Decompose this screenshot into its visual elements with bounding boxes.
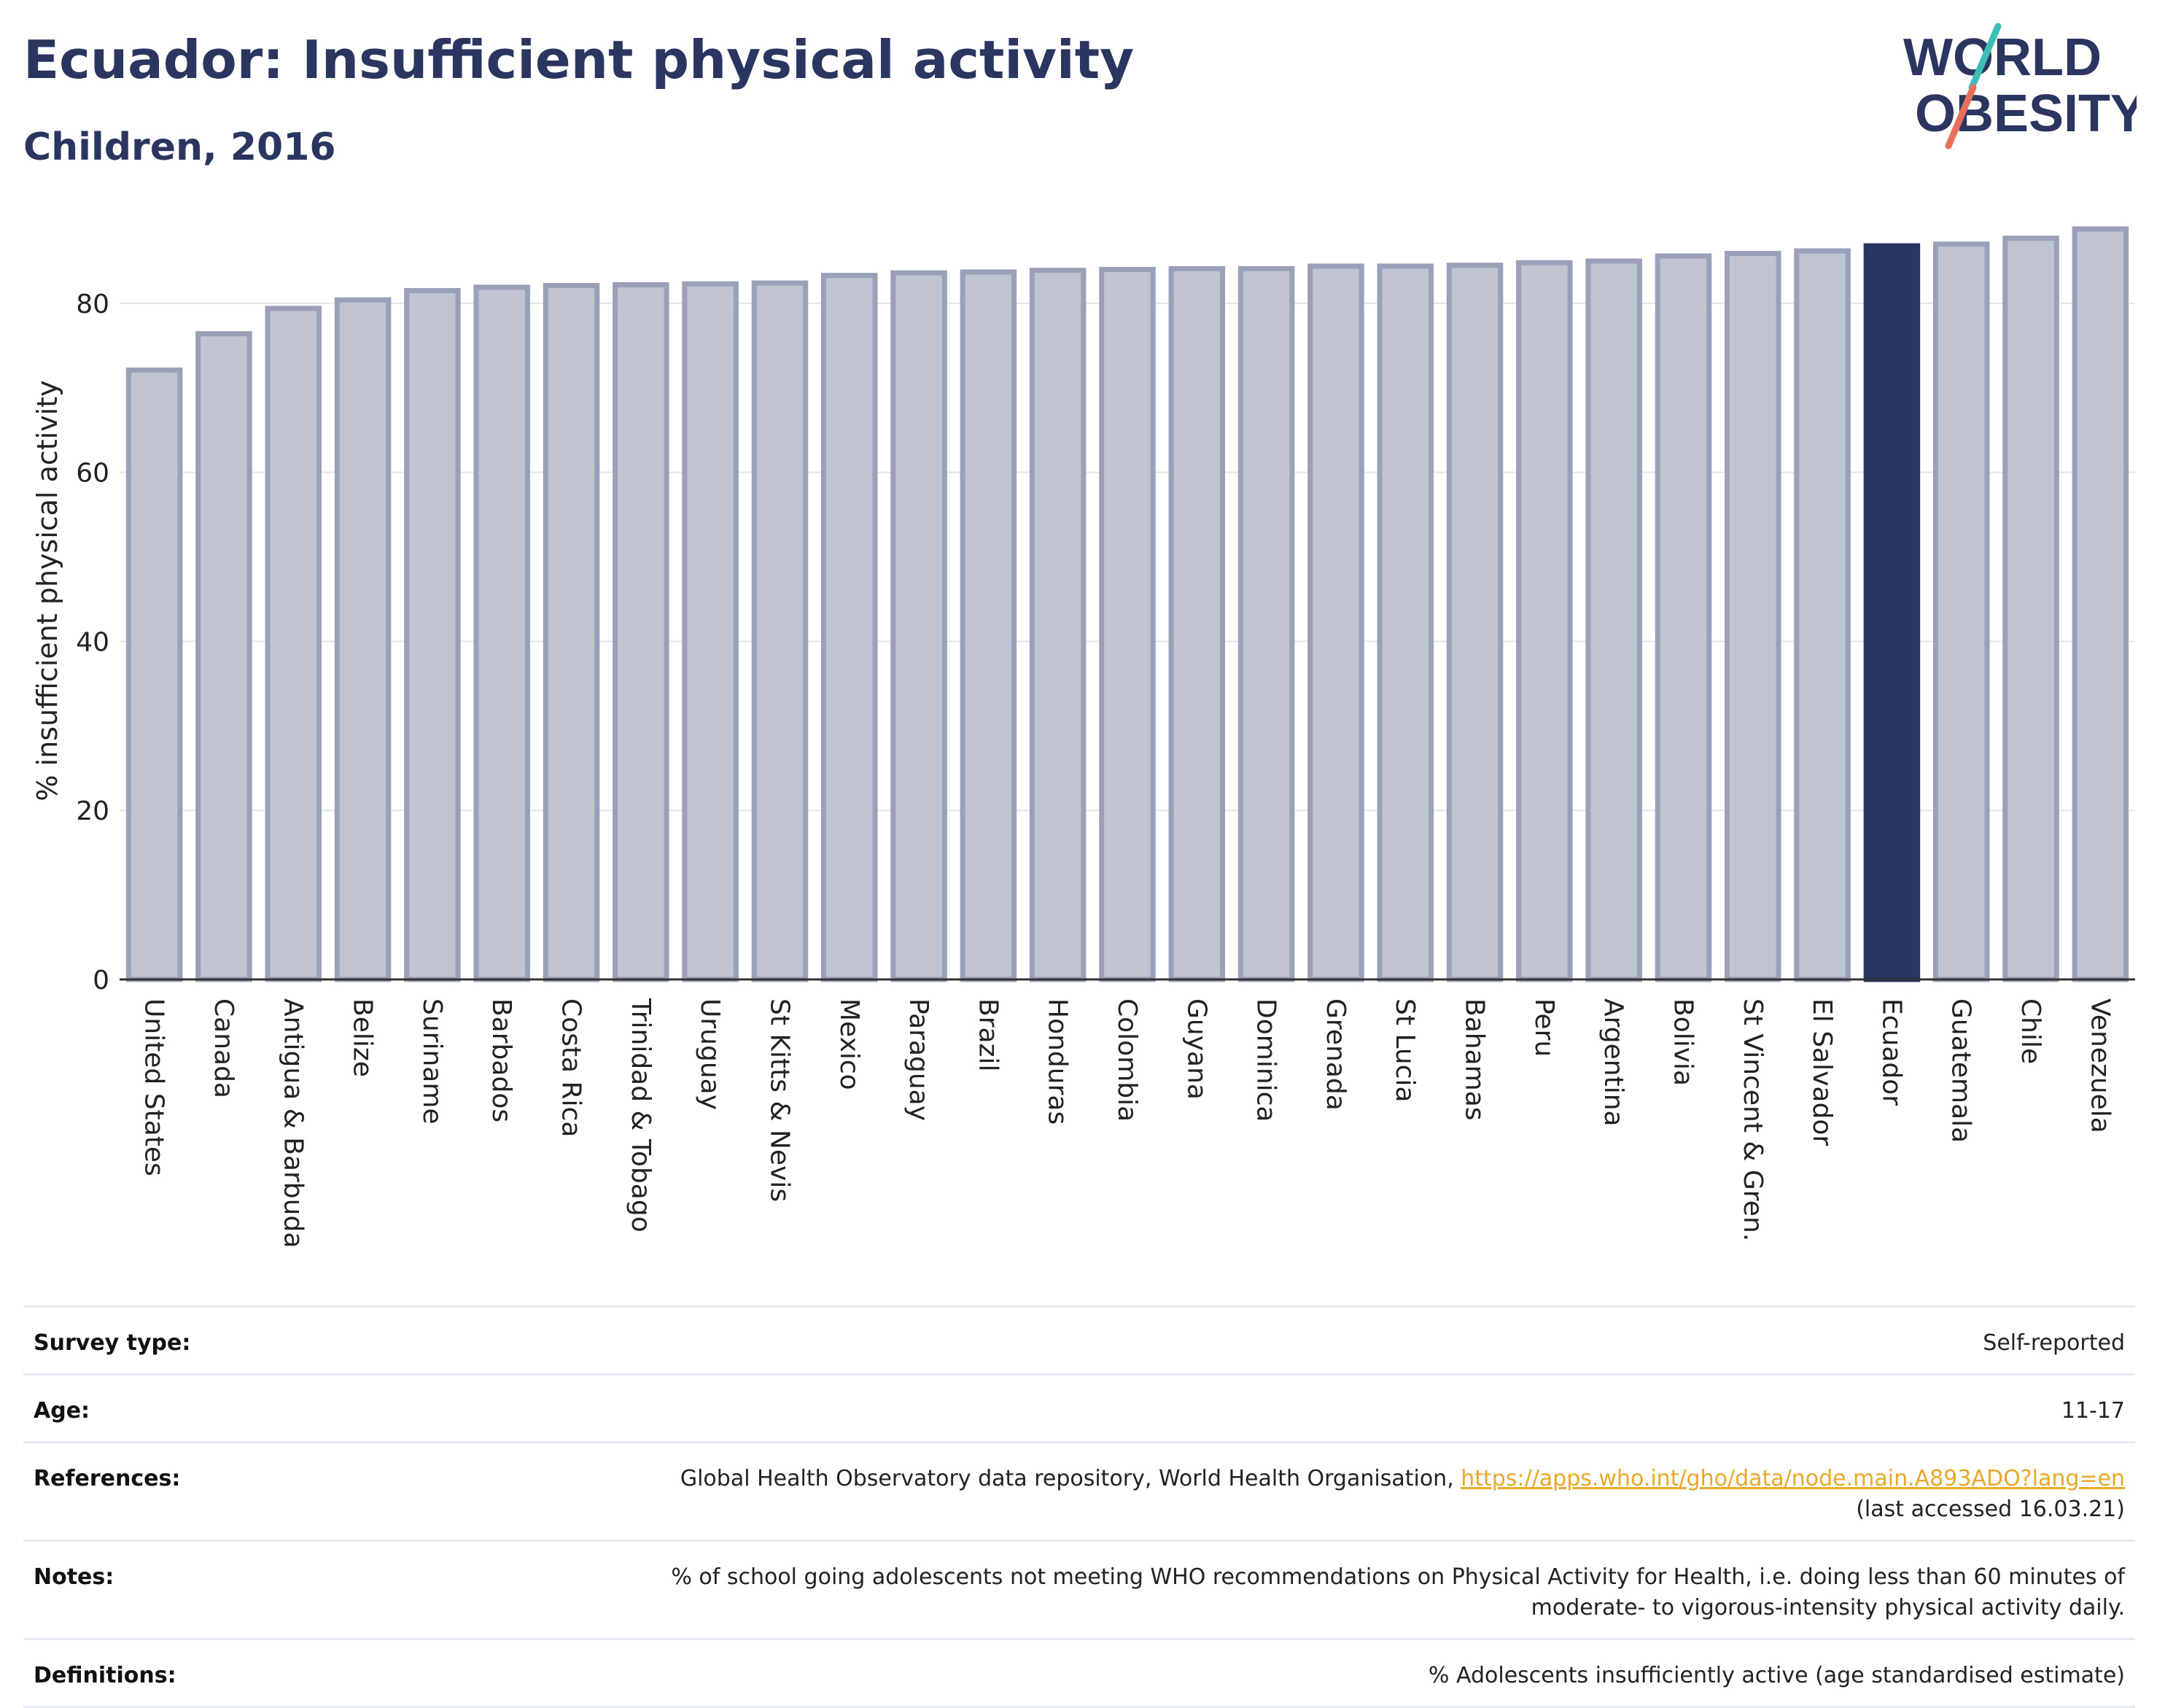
y-axis-label: % insufficient physical activity bbox=[31, 380, 63, 801]
x-tick-label: Mexico bbox=[834, 998, 864, 1090]
chart-title: Ecuador: Insufficient physical activity bbox=[23, 29, 1135, 90]
x-tick-label: St Kitts & Nevis bbox=[764, 998, 794, 1202]
x-tick-label: Venezuela bbox=[2085, 998, 2115, 1133]
bar-guatemala bbox=[1932, 241, 1990, 982]
bar-honduras bbox=[1029, 268, 1087, 982]
y-tick-label: 80 bbox=[76, 290, 109, 319]
x-tick-label: Costa Rica bbox=[556, 998, 586, 1137]
y-tick-label: 60 bbox=[76, 459, 109, 489]
y-tick-label: 0 bbox=[93, 966, 109, 995]
bar-belize bbox=[334, 297, 392, 982]
info-row-age: Age: 11-17 bbox=[23, 1375, 2135, 1443]
info-table: Survey type: Self-reported Age: 11-17 Re… bbox=[23, 1305, 2135, 1708]
definitions-label: Definitions: bbox=[34, 1663, 176, 1688]
logo-slash-teal bbox=[1968, 23, 2002, 91]
bar-chile bbox=[2002, 236, 2059, 982]
x-tick-label: St Lucia bbox=[1390, 998, 1420, 1103]
bar-united-states bbox=[125, 367, 183, 982]
bar-bahamas bbox=[1446, 263, 1504, 982]
x-tick-label: Dominica bbox=[1251, 998, 1281, 1122]
logo-slash-coral bbox=[1945, 84, 1977, 150]
bar-argentina bbox=[1585, 258, 1642, 982]
bar-st-lucia bbox=[1377, 263, 1434, 982]
bar-mexico bbox=[820, 273, 878, 982]
info-row-survey-type: Survey type: Self-reported bbox=[23, 1308, 2135, 1375]
x-tick-label: Suriname bbox=[417, 998, 447, 1125]
bar-ecuador bbox=[1863, 243, 1921, 982]
x-tick-label: El Salvador bbox=[1807, 998, 1837, 1146]
x-tick-label: United States bbox=[139, 998, 169, 1176]
bar-dominica bbox=[1237, 265, 1295, 982]
bar-barbados bbox=[473, 284, 530, 982]
axes: 0 20 40 60 80 United States Canada Antigua & Ba… bbox=[76, 290, 2135, 1248]
references-link[interactable]: https://apps.who.int/gho/data/node.main.… bbox=[1461, 1466, 2125, 1491]
x-tick-label: Canada bbox=[209, 998, 238, 1098]
x-tick-label: Paraguay bbox=[903, 998, 933, 1121]
world-obesity-logo: WORLD OBESITY bbox=[1903, 23, 2137, 150]
bar-brazil bbox=[960, 269, 1017, 982]
bar-st-kitts-nevis bbox=[751, 280, 809, 982]
bar-st-vincent-gren- bbox=[1725, 251, 1781, 982]
definitions-value: % Adolescents insufficiently active (age… bbox=[1428, 1663, 2125, 1688]
x-tick-label: Guyana bbox=[1181, 998, 1211, 1100]
x-tick-label: Antigua & Barbuda bbox=[278, 998, 308, 1248]
references-value: Global Health Observatory data repositor… bbox=[680, 1464, 2125, 1525]
bar-chart: 0 20 40 60 80 United States Canada Antigua & Ba… bbox=[31, 226, 2135, 1248]
survey-type-label: Survey type: bbox=[34, 1330, 191, 1356]
bars bbox=[125, 226, 2129, 982]
notes-line-2: moderate- to vigorous-intensity physical… bbox=[1531, 1595, 2125, 1620]
x-tick-label: Colombia bbox=[1112, 998, 1142, 1122]
bar-suriname bbox=[404, 288, 461, 982]
y-tick-label: 20 bbox=[76, 796, 109, 826]
bar-colombia bbox=[1099, 267, 1156, 982]
survey-type-value: Self-reported bbox=[1983, 1330, 2125, 1356]
x-tick-label: Bolivia bbox=[1668, 998, 1698, 1086]
notes-label: Notes: bbox=[34, 1564, 114, 1590]
references-accessed: (last accessed 16.03.21) bbox=[1856, 1497, 2125, 1522]
x-tick-label: Peru bbox=[1529, 998, 1559, 1057]
bar-costa-rica bbox=[543, 283, 600, 982]
x-tick-label: Bahamas bbox=[1460, 998, 1490, 1121]
age-value: 11-17 bbox=[2061, 1398, 2125, 1424]
bar-el-salvador bbox=[1794, 248, 1851, 982]
x-tick-label: Ecuador bbox=[1876, 998, 1906, 1106]
bar-guyana bbox=[1168, 265, 1226, 982]
notes-value: % of school going adolescents not meetin… bbox=[671, 1562, 2125, 1623]
info-row-notes: Notes: % of school going adolescents not… bbox=[23, 1542, 2135, 1640]
x-tick-label: Belize bbox=[348, 998, 378, 1077]
x-tick-label: Barbados bbox=[486, 998, 516, 1122]
references-label: References: bbox=[34, 1466, 181, 1491]
x-tick-label: Grenada bbox=[1321, 998, 1350, 1111]
age-label: Age: bbox=[34, 1398, 90, 1424]
info-row-references: References: Global Health Observatory da… bbox=[23, 1443, 2135, 1542]
x-tick-label: Chile bbox=[2016, 998, 2045, 1064]
bar-uruguay bbox=[682, 281, 739, 982]
bar-peru bbox=[1516, 260, 1573, 982]
logo-text-line1: WORLD bbox=[1903, 28, 2102, 87]
bar-canada bbox=[195, 331, 252, 982]
references-text: Global Health Observatory data repositor… bbox=[680, 1466, 1461, 1491]
bar-grenada bbox=[1307, 263, 1364, 982]
bar-trinidad-tobago bbox=[613, 282, 669, 982]
chart-subtitle: Children, 2016 bbox=[23, 125, 336, 169]
x-tick-label: Brazil bbox=[973, 998, 1003, 1071]
x-tick-label: Argentina bbox=[1598, 998, 1628, 1127]
y-tick-label: 40 bbox=[76, 627, 109, 657]
x-tick-label: Guatemala bbox=[1946, 998, 1976, 1143]
x-tick-label: Uruguay bbox=[695, 998, 725, 1110]
x-tick-label: Trinidad & Tobago bbox=[626, 998, 656, 1233]
x-tick-label: Honduras bbox=[1043, 998, 1073, 1125]
x-tick-label: St Vincent & Gren. bbox=[1738, 998, 1768, 1241]
info-row-definitions: Definitions: % Adolescents insufficientl… bbox=[23, 1640, 2135, 1708]
bar-paraguay bbox=[890, 270, 947, 982]
bar-venezuela bbox=[2072, 226, 2129, 982]
bar-antigua-barbuda bbox=[265, 306, 322, 982]
bar-bolivia bbox=[1655, 253, 1712, 982]
notes-line-1: % of school going adolescents not meetin… bbox=[671, 1564, 2125, 1590]
